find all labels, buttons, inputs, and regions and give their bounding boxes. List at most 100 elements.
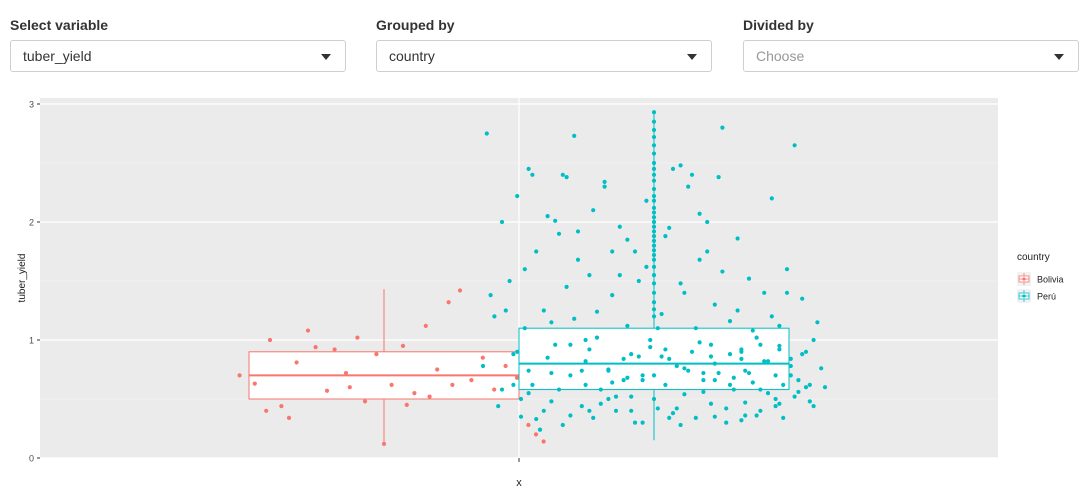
data-point xyxy=(727,352,733,357)
data-point xyxy=(750,328,755,333)
data-point xyxy=(534,416,539,422)
data-point xyxy=(750,380,755,385)
data-point xyxy=(651,248,657,253)
data-point xyxy=(621,356,626,361)
data-point xyxy=(697,257,702,262)
data-point xyxy=(564,175,569,180)
data-point xyxy=(651,160,657,166)
data-point xyxy=(651,252,657,258)
data-point xyxy=(701,389,706,395)
data-point xyxy=(651,219,657,225)
data-point xyxy=(769,196,774,201)
divided-by-dropdown[interactable]: Choose xyxy=(743,40,1079,72)
data-point xyxy=(651,134,657,140)
data-point xyxy=(731,387,736,392)
data-point xyxy=(412,391,417,396)
data-point xyxy=(644,198,649,203)
data-point xyxy=(343,370,349,376)
data-point xyxy=(374,352,379,357)
data-point xyxy=(651,119,657,124)
data-point xyxy=(541,439,546,444)
data-point xyxy=(667,415,672,420)
data-point xyxy=(556,231,562,236)
data-point xyxy=(663,382,668,387)
data-point xyxy=(598,401,603,406)
data-point xyxy=(530,172,535,177)
data-point xyxy=(526,166,531,171)
data-point xyxy=(800,296,805,301)
data-point xyxy=(765,391,771,396)
data-point xyxy=(716,370,721,376)
data-point xyxy=(708,354,714,359)
select-variable-dropdown[interactable]: tuber_yield xyxy=(10,40,346,72)
data-point xyxy=(773,373,778,378)
data-point xyxy=(362,399,368,404)
data-point xyxy=(511,352,516,357)
data-point xyxy=(731,375,736,380)
data-point xyxy=(651,238,657,243)
data-point xyxy=(655,406,660,411)
data-point xyxy=(632,249,638,254)
data-point xyxy=(651,281,657,286)
data-point xyxy=(591,208,596,213)
data-point xyxy=(625,323,630,328)
data-point xyxy=(583,359,588,364)
data-point xyxy=(594,309,600,314)
data-point xyxy=(651,300,657,305)
data-point xyxy=(708,342,714,347)
caret-down-icon xyxy=(1054,54,1064,60)
data-point xyxy=(803,349,809,354)
data-point xyxy=(803,385,809,390)
data-point xyxy=(746,276,752,281)
data-point xyxy=(629,408,634,413)
data-point xyxy=(549,370,554,376)
data-point xyxy=(720,125,725,130)
data-point xyxy=(503,308,508,313)
data-point xyxy=(279,403,284,409)
data-point xyxy=(686,368,691,373)
data-point xyxy=(788,356,793,361)
divided-by-control: Divided by Choose xyxy=(743,16,1079,72)
grouped-by-dropdown[interactable]: country xyxy=(376,40,712,72)
data-point xyxy=(617,273,622,278)
data-point xyxy=(651,210,657,215)
data-point xyxy=(682,392,687,397)
data-point xyxy=(423,323,428,328)
data-point xyxy=(651,224,657,229)
data-point xyxy=(651,373,657,378)
data-point xyxy=(773,403,778,409)
data-point xyxy=(651,172,657,177)
data-point xyxy=(651,110,657,115)
data-point xyxy=(613,394,619,399)
data-point xyxy=(267,337,273,343)
data-point xyxy=(553,342,558,347)
data-point xyxy=(621,378,626,383)
data-point xyxy=(807,399,812,404)
data-point xyxy=(515,193,520,199)
data-point xyxy=(651,314,657,319)
data-point xyxy=(819,366,824,371)
data-point xyxy=(693,326,698,331)
data-point xyxy=(427,394,432,399)
data-point xyxy=(575,257,581,262)
data-point xyxy=(587,347,592,352)
data-point xyxy=(511,382,516,387)
grouped-by-control: Grouped by country xyxy=(376,16,712,72)
data-point xyxy=(651,127,657,133)
data-point xyxy=(252,381,257,386)
data-point xyxy=(572,133,577,138)
data-point xyxy=(549,399,554,404)
data-point xyxy=(670,166,676,171)
data-point xyxy=(492,387,497,392)
data-point xyxy=(739,347,744,352)
data-point xyxy=(568,413,573,418)
data-point xyxy=(480,355,485,360)
data-point xyxy=(610,293,615,298)
data-point xyxy=(640,420,645,425)
data-point xyxy=(286,415,292,420)
select-variable-label: Select variable xyxy=(10,17,109,33)
data-point xyxy=(591,415,596,420)
data-point xyxy=(629,394,634,399)
data-point xyxy=(708,401,714,406)
data-point xyxy=(678,281,683,286)
